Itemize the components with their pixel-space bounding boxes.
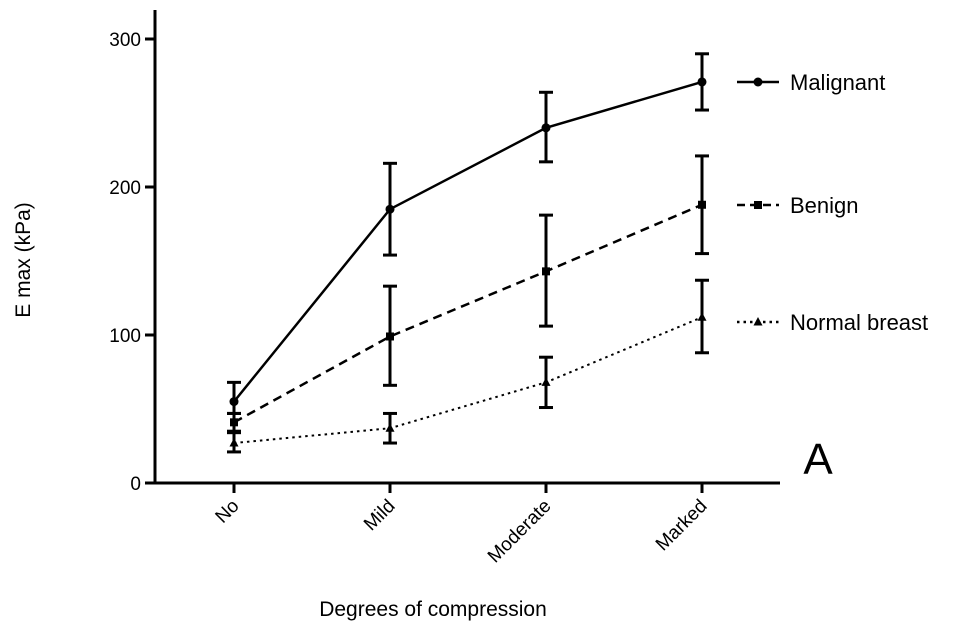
legend-swatch-marker <box>753 77 763 87</box>
legend-swatch-marker <box>753 317 763 326</box>
legend-label: Malignant <box>790 70 885 95</box>
data-point <box>385 204 395 214</box>
legend-swatch-marker <box>754 201 762 209</box>
y-tick-label: 100 <box>109 326 141 347</box>
legend: Malignant Benign Normal breast <box>737 70 928 335</box>
data-point <box>697 312 707 321</box>
series-line <box>233 316 703 445</box>
data-point <box>541 123 551 133</box>
series-line <box>233 80 703 403</box>
x-tick-label: Marked <box>652 496 712 556</box>
data-point <box>385 423 395 432</box>
data-point <box>229 438 239 447</box>
series-layer <box>227 52 709 454</box>
data-point <box>698 200 706 209</box>
panel-label: A <box>803 435 833 484</box>
x-tick-label: Moderate <box>484 496 556 568</box>
data-point <box>542 267 550 276</box>
data-point <box>541 377 551 386</box>
x-tick-label: No <box>212 496 244 528</box>
legend-label: Benign <box>790 193 859 218</box>
data-point <box>697 77 707 87</box>
legend-item-benign: Benign <box>737 193 859 218</box>
legend-label: Normal breast <box>790 310 928 335</box>
y-tick-label: 200 <box>109 178 141 199</box>
y-axis-title: E max (kPa) <box>12 202 35 318</box>
data-point <box>230 418 238 427</box>
legend-item-malignant: Malignant <box>737 70 885 95</box>
x-axis-title: Degrees of compression <box>319 598 547 621</box>
series-benign <box>227 154 709 433</box>
y-tick-label: 0 <box>130 474 141 495</box>
legend-item-normal-breast: Normal breast <box>737 310 928 335</box>
data-point <box>386 332 394 341</box>
series-normal-breast <box>227 278 709 454</box>
series-line <box>233 203 703 424</box>
y-tick-label: 300 <box>109 30 141 51</box>
axes: 0 100 200 300 No Mild Moderate Marked <box>109 10 780 567</box>
series-malignant <box>227 52 709 415</box>
data-point <box>229 397 239 407</box>
x-tick-label: Mild <box>360 496 399 535</box>
